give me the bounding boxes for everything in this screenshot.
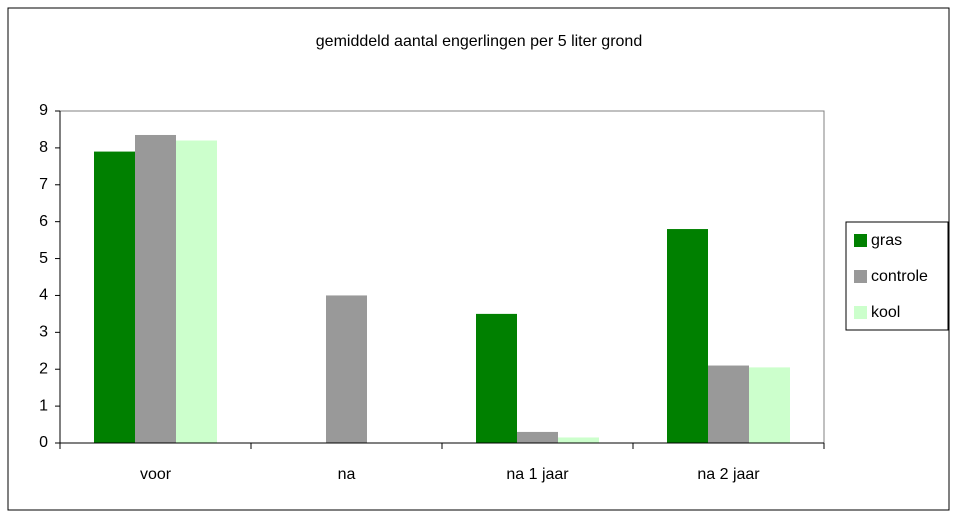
y-tick-label: 7 [39, 176, 48, 193]
y-tick-label: 0 [39, 434, 48, 451]
bar [708, 365, 749, 443]
legend-label: kool [871, 304, 900, 321]
legend-label: controle [871, 268, 928, 285]
y-tick-label: 8 [39, 139, 48, 156]
bar [517, 431, 558, 443]
bar [558, 437, 599, 443]
y-tick-label: 2 [39, 360, 48, 377]
x-tick-label: na 2 jaar [697, 466, 760, 483]
x-tick-label: na 1 jaar [506, 466, 569, 483]
y-tick-label: 6 [39, 213, 48, 230]
legend-swatch [854, 234, 867, 247]
y-tick-label: 9 [39, 102, 48, 119]
chart-title: gemiddeld aantal engerlingen per 5 liter… [316, 33, 642, 50]
legend-label: gras [871, 232, 902, 249]
bar [749, 367, 790, 443]
x-tick-label: voor [140, 466, 172, 483]
bar [94, 151, 135, 444]
bar [476, 313, 517, 443]
y-tick-label: 5 [39, 250, 48, 267]
bar [667, 229, 708, 443]
bar [326, 295, 367, 443]
y-tick-label: 4 [39, 287, 48, 304]
bar [135, 134, 176, 443]
y-tick-label: 3 [39, 324, 48, 341]
bar [176, 140, 217, 443]
y-tick-label: 1 [39, 397, 48, 414]
x-tick-label: na [338, 466, 356, 483]
legend-swatch [854, 306, 867, 319]
legend-swatch [854, 270, 867, 283]
